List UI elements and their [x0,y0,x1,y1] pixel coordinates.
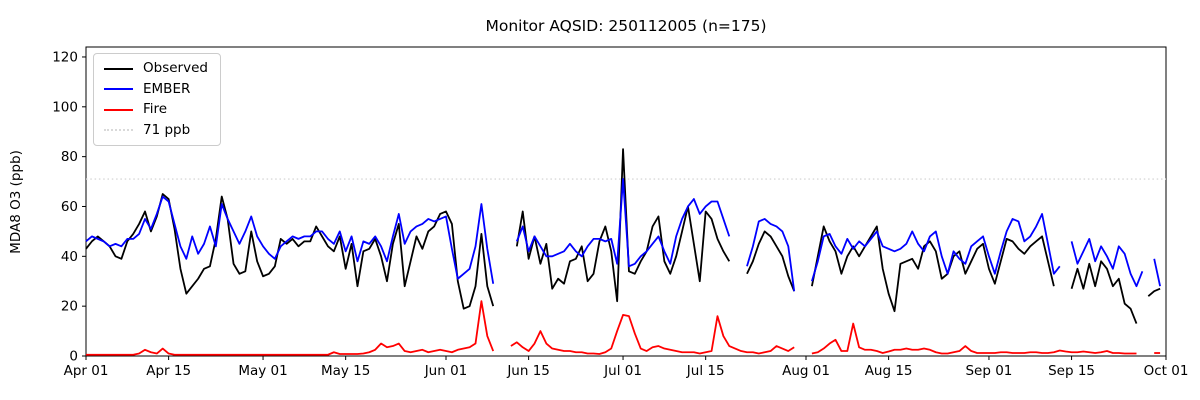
series-line-observed [515,148,731,303]
y-tick-label: 40 [61,249,78,265]
series-line-fire [811,322,1137,355]
fire-line-swatch [104,108,133,111]
series-line-ember [85,195,495,284]
legend-label-ember: EMBER [143,80,191,97]
legend-label-fire: Fire [143,101,168,117]
series-lines-layer [85,148,1161,356]
x-tick-label: Aug 01 [782,363,830,379]
series-line-observed [1147,287,1161,297]
x-tick-label: Sep 15 [1048,363,1095,379]
legend-entry-observed: Observed [104,60,208,76]
series-line-observed [85,193,495,310]
y-tick-label: 120 [52,49,78,65]
series-line-observed [1070,260,1138,324]
y-tick-label: 80 [61,149,78,165]
series-line-ember [811,213,1061,282]
x-tick-label: Aug 15 [865,363,913,379]
y-tick-label: 20 [61,299,78,315]
legend-entry-threshold: 71 ppb [104,121,208,138]
series-line-observed [746,230,796,292]
series-line-ember [746,218,796,292]
x-tick-label: Jul 15 [686,363,725,379]
x-tick-label: Sep 01 [965,363,1012,379]
x-tick-label: Oct 01 [1144,363,1189,379]
observed-line-swatch [104,67,133,70]
chart-title: Monitor AQSID: 250112005 (n=175) [485,17,766,35]
x-tick-label: Jun 15 [506,363,550,379]
threshold-line-swatch [104,129,133,132]
series-line-ember [515,178,731,268]
series-line-fire [86,300,495,356]
legend-entry-fire: Fire [104,101,208,117]
x-tick-label: Jul 01 [603,363,642,379]
x-tick-label: May 15 [321,363,370,379]
y-tick-label: 100 [52,99,78,115]
y-tick-label: 60 [61,199,78,215]
x-tick-label: May 01 [238,363,287,379]
series-line-ember [1153,258,1161,287]
legend-entry-ember: EMBER [104,80,208,97]
ember-line-swatch [104,88,133,91]
series-line-ember [1070,237,1144,288]
legend: Observed EMBER Fire 71 ppb [93,53,221,146]
y-axis-label: MDA8 O3 (ppb) [8,150,24,254]
x-tick-label: Apr 15 [146,363,191,379]
x-tick-label: Apr 01 [64,363,109,379]
axis-ticks-layer: 0 20 40 60 80 100 120 Apr 01 Apr 15 May 01 May 15 J… [52,49,1188,379]
plot-frame [85,46,1167,357]
series-line-fire [510,313,795,355]
legend-label-observed: Observed [143,60,208,76]
y-tick-label: 0 [69,349,78,365]
x-tick-label: Jun 01 [424,363,468,379]
legend-label-threshold: 71 ppb [143,121,191,138]
